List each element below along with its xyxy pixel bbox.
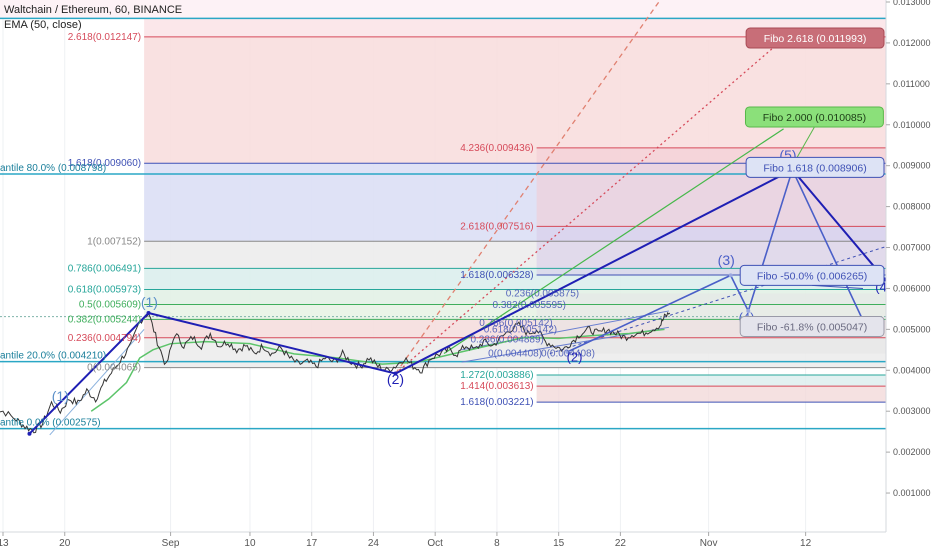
quantile-label: antile 80.0% (0.008798) [0,163,106,174]
fib-zone [144,18,890,37]
wave-vertex [565,349,570,354]
wave-vertex [27,431,32,436]
time-tick-label: 10 [244,538,256,549]
trend-line-dotted [395,38,784,375]
time-tick-label: Oct [427,538,443,549]
fib-level-label: 1.618(0.006328) [460,270,533,281]
callout-box [744,106,884,128]
fib-level-label: 0.618(0.005973) [68,285,141,296]
wave-label: (2) [387,371,404,387]
callout: Fibo -61.8% (0.005047) [739,315,885,337]
fib-small-label: 0.382(0.005595) [493,300,566,311]
fib-small-label: 0.786(0.005142) [479,318,552,329]
time-tick-label: 13 [0,538,9,549]
price-tick-label: 0.003000 [893,406,931,416]
fib-level-label: 1.414(0.003613) [460,381,533,392]
fib-level-label: 0.382(0.005244) [68,314,141,325]
callout: Fibo 2.000 (0.010085) [744,106,884,166]
price-tick-label: 0.002000 [893,447,931,457]
time-tick-label: 22 [615,538,627,549]
background-layer [0,0,890,532]
fib-level-label: 0.786(0.006491) [68,263,141,274]
wave-vertex [728,273,733,278]
fib-level-label: 1.618(0.009060) [68,158,141,169]
callout-pointer [812,284,863,289]
fib-level-label: 1.272(0.003886) [460,370,533,381]
wave-label: (3) [718,252,735,268]
fib-small-label: 0(0.004408) [488,349,542,360]
time-axis-bg [0,532,932,550]
channel-line [549,244,890,354]
fib-level-label: 2.618(0.007516) [460,221,533,232]
callout: Fibo 2.618 (0.011993) [745,27,885,49]
callout-text: Fibo 2.000 (0.010085) [763,112,866,124]
trend-line-dashed [394,0,662,374]
fib-small-label: 0(0.004408) [541,349,595,360]
price-tick-label: 0.004000 [893,365,931,375]
fib-level-label: 0.5(0.005609) [79,299,141,310]
time-tick-label: 17 [306,538,318,549]
time-tick-label: Nov [700,538,718,549]
ema-line [90,328,665,412]
fib-level-label: 1(0.007152) [87,236,141,247]
price-tick-label: 0.007000 [893,243,931,253]
callout-text: Fibo -61.8% (0.005047) [757,321,867,333]
callout-text: Fibo -50.0% (0.006265) [757,270,867,282]
trend-line-green [443,128,784,355]
price-tick-label: 0.011000 [893,79,930,89]
price-tick-label: 0.012000 [893,38,931,48]
time-tick-label: 15 [553,538,565,549]
wave-vertex [146,310,151,315]
fib-small-label: 0.236(0.005875) [506,288,579,299]
callout: Fibo -50.0% (0.006265) [739,264,885,289]
callout-box [745,27,885,49]
price-tick-label: 0.013000 [893,0,931,7]
wave-label: (1) [52,388,69,404]
price-tick-label: 0.008000 [893,202,931,212]
price-tick-label: 0.006000 [893,283,931,293]
wave-vertex [393,371,398,376]
fib-level-label: 4.236(0.009436) [460,143,533,154]
fib-small-label: 0.236(0.004889) [470,335,543,346]
price-tick-label: 0.009000 [893,161,931,171]
time-tick-label: Sep [162,538,180,549]
price-axis-bg [886,0,932,550]
time-tick-label: 24 [368,538,380,549]
fib-level-label: 0(0.004065) [87,363,141,374]
fib-zone [0,0,890,19]
symbol-title: Waltchain / Ethereum, 60, BINANCE [4,4,183,16]
callout-text: Fibo 1.618 (0.008906) [763,162,866,174]
quantile-label: antile 20.0% (0.004210) [0,351,106,362]
wave-label: (1) [141,294,158,310]
fib-level-label: 0.236(0.004794) [68,333,141,344]
label-layer: 2.618(0.012147) 1.618(0.009060) 1(0.007152… [0,27,891,429]
fib-zone [536,386,890,403]
ema-indicator-label[interactable]: EMA (50, close) [4,19,82,31]
quantile-label: antile 0.0% (0.002575) [0,418,101,429]
fib-zone [144,36,890,164]
fib-level-label: 2.618(0.012147) [68,32,141,43]
time-tick-label: 12 [800,538,812,549]
price-tick-label: 0.005000 [893,324,931,334]
elliott-wave-layer [27,167,887,436]
time-tick-label: 8 [494,538,500,549]
price-tick-label: 0.001000 [893,488,931,498]
callout-box [745,156,885,178]
price-tick-label: 0.010000 [893,120,931,130]
callout: Fibo 1.618 (0.008906) [745,156,885,178]
time-tick-label: 20 [59,538,71,549]
callout-box [739,264,885,286]
callout-box [739,315,885,337]
fib-small-label: 0.618(0.005142) [484,324,557,335]
wave-label: (2) [567,350,583,365]
fib-level-label: 1.618(0.003221) [460,397,533,408]
wave-vertex [746,308,751,313]
callout-text: Fibo 2.618 (0.011993) [764,33,867,45]
fib-zone [536,374,890,387]
